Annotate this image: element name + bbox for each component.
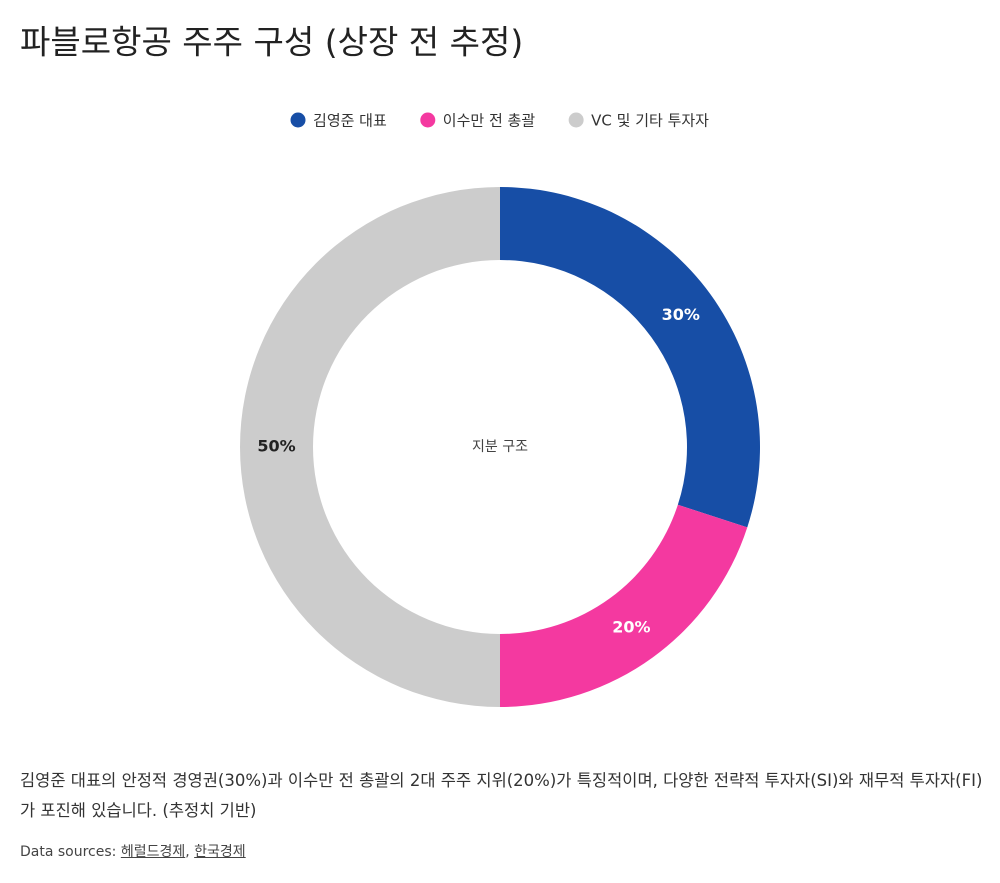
donut: 30% 20% 50%	[240, 187, 761, 707]
source-separator: ,	[185, 844, 195, 860]
value-label: 50%	[257, 437, 295, 456]
center-label: 지분 구조	[472, 439, 528, 455]
source-link[interactable]: 헤럴드경제	[120, 844, 186, 860]
donut-slice	[500, 187, 761, 528]
legend-label: 이수만 전 총괄	[443, 112, 536, 130]
source-list: 헤럴드경제, 한국경제	[121, 844, 246, 860]
legend-swatch	[420, 112, 436, 128]
value-label: 30%	[662, 305, 700, 324]
value-label: 20%	[612, 617, 650, 636]
legend: 김영준 대표 이수만 전 총괄 VC 및 기타 투자자	[290, 112, 709, 130]
source-link[interactable]: 한국경제	[194, 844, 246, 860]
legend-label: VC 및 기타 투자자	[591, 112, 709, 130]
chart: 파블로항공 주주 구성 (상장 전 추정) 김영준 대표 이수만 전 총괄 VC 및…	[20, 23, 761, 707]
legend-label: 김영준 대표	[313, 112, 387, 130]
sources-label: Data sources:	[20, 844, 117, 860]
legend-swatch	[290, 112, 306, 128]
description: 김영준 대표의 안정적 경영권(30%)과 이수만 전 총괄의 2대 주주 지위…	[20, 771, 983, 820]
sources: Data sources: 헤럴드경제, 한국경제	[20, 841, 246, 861]
donut-slice	[500, 504, 748, 707]
donut-slice	[240, 187, 500, 707]
legend-swatch	[568, 112, 584, 128]
chart-title: 파블로항공 주주 구성 (상장 전 추정)	[20, 23, 523, 62]
